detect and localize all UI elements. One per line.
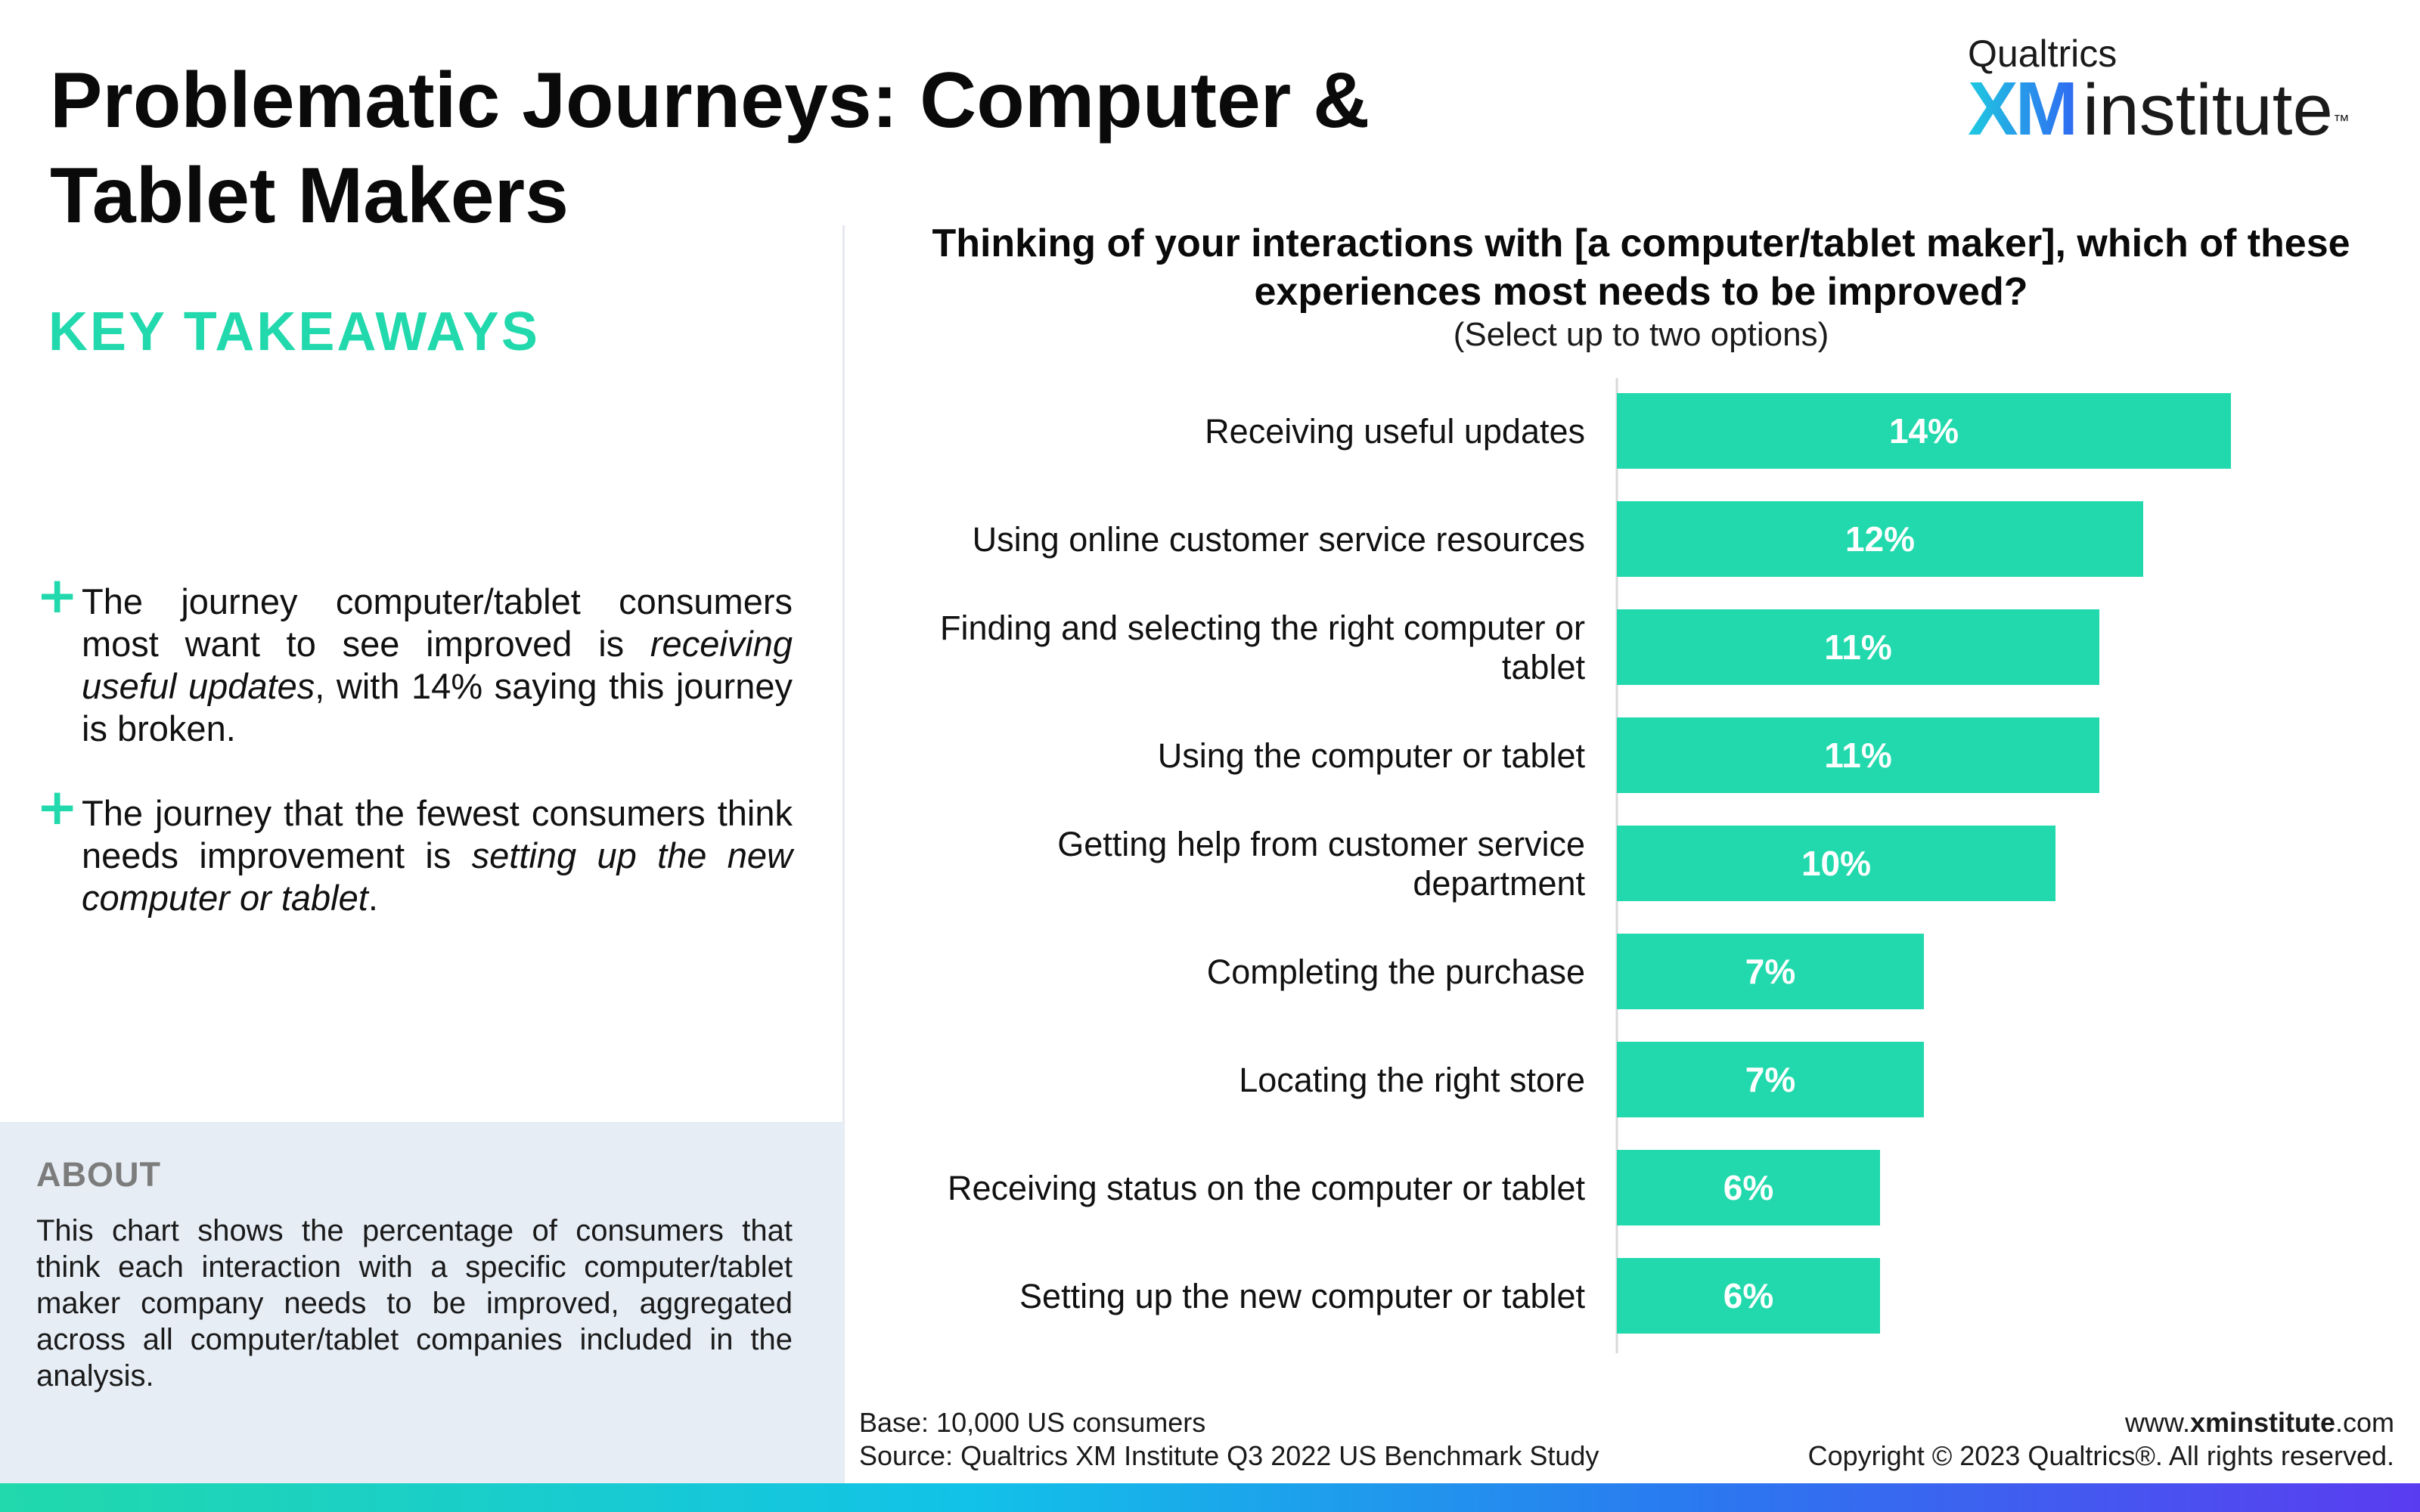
bar xyxy=(1617,1150,1880,1225)
column-divider xyxy=(842,225,845,1483)
about-text: This chart shows the percentage of consu… xyxy=(36,1214,793,1393)
logo-xm-text: XM xyxy=(1968,67,2078,151)
bar xyxy=(1617,717,2099,793)
bar-value-label: 11% xyxy=(1824,736,1892,775)
category-label-line: Using online customer service resources xyxy=(973,520,1585,559)
bar xyxy=(1617,393,2231,469)
footer-copyright: Copyright © 2023 Qualtrics®. All rights … xyxy=(1807,1440,2394,1471)
takeaway-item: + The journey that the fewest consumers … xyxy=(36,782,793,919)
category-label: Receiving status on the computer or tabl… xyxy=(948,1169,1585,1207)
takeaway-item: + The journey computer/tablet consumers … xyxy=(36,571,793,750)
plus-icon: + xyxy=(36,566,79,624)
footer-base: Base: 10,000 US consumers xyxy=(859,1407,1206,1438)
category-label-line: Receiving useful updates xyxy=(1205,412,1585,451)
category-label-line: Finding and selecting the right computer… xyxy=(940,609,1585,647)
footer-copyright-block: www.xminstitute.com Copyright © 2023 Qua… xyxy=(1808,1406,2394,1473)
footer-source: Base: 10,000 US consumers Source: Qualtr… xyxy=(859,1406,1599,1473)
bar-value-label: 11% xyxy=(1824,627,1892,667)
about-panel: ABOUT This chart shows the percentage of… xyxy=(0,1122,844,1485)
category-label-line: Completing the purchase xyxy=(1207,953,1585,991)
category-label-line: Receiving status on the computer or tabl… xyxy=(948,1169,1585,1207)
page-title: Problematic Journeys: Computer & Tablet … xyxy=(50,57,1370,240)
category-label: Using the computer or tablet xyxy=(1158,736,1586,775)
bar xyxy=(1617,1042,1924,1117)
bar-value-label: 7% xyxy=(1745,1060,1795,1099)
logo-qualtrics-text: Qualtrics xyxy=(1968,33,2118,75)
brand-gradient-bar xyxy=(0,1483,2420,1512)
bar-chart: 14% Receiving useful updates 12% Using onli… xyxy=(940,378,2231,1353)
bar-value-label: 6% xyxy=(1723,1168,1773,1207)
key-takeaways-heading: KEY TAKEAWAYS xyxy=(48,302,540,362)
bar-value-label: 10% xyxy=(1801,844,1871,883)
footer-url[interactable]: www.xminstitute.com xyxy=(2124,1407,2394,1438)
logo-institute-text: institute xyxy=(2083,70,2333,150)
bar xyxy=(1617,501,2143,577)
category-label-line: tablet xyxy=(1502,648,1586,686)
category-label: Getting help from customer service depart… xyxy=(1057,825,1585,903)
takeaway-text: The journey computer/tablet consumers mo… xyxy=(82,581,793,748)
category-label: Locating the right store xyxy=(1239,1061,1585,1099)
bar xyxy=(1617,934,1924,1009)
category-label-line: department xyxy=(1413,864,1585,903)
bar-value-label: 12% xyxy=(1845,519,1915,559)
plus-icon: + xyxy=(36,778,79,836)
about-heading: ABOUT xyxy=(36,1155,161,1194)
xm-institute-logo: Qualtrics XM institute™ xyxy=(1968,32,2361,148)
takeaway-text: The journey that the fewest consumers th… xyxy=(82,793,793,918)
chart-title: Thinking of your interactions with [a co… xyxy=(932,222,2350,314)
bar-value-label: 14% xyxy=(1889,411,1959,451)
logo-wordmark: XM institute™ xyxy=(1968,71,2350,169)
chart-subtitle: (Select up to two options) xyxy=(1453,316,1829,353)
category-label-line: Getting help from customer service xyxy=(1057,825,1585,863)
category-label-line: Setting up the new computer or tablet xyxy=(1019,1277,1585,1315)
category-label: Finding and selecting the right computer… xyxy=(940,609,1585,686)
category-label: Completing the purchase xyxy=(1207,953,1585,991)
logo-trademark: ™ xyxy=(2332,111,2350,130)
category-label: Using online customer service resources xyxy=(973,520,1585,559)
category-label: Setting up the new computer or tablet xyxy=(1019,1277,1585,1315)
category-label-line: Using the computer or tablet xyxy=(1158,736,1586,775)
bar xyxy=(1617,826,2055,901)
bar-value-label: 6% xyxy=(1723,1276,1773,1315)
category-label-line: Locating the right store xyxy=(1239,1061,1585,1099)
category-label: Receiving useful updates xyxy=(1205,412,1585,451)
bar xyxy=(1617,1258,1880,1334)
footer-source-text: Source: Qualtrics XM Institute Q3 2022 U… xyxy=(859,1440,1599,1471)
bar xyxy=(1617,609,2099,685)
bar-value-label: 7% xyxy=(1745,952,1795,991)
